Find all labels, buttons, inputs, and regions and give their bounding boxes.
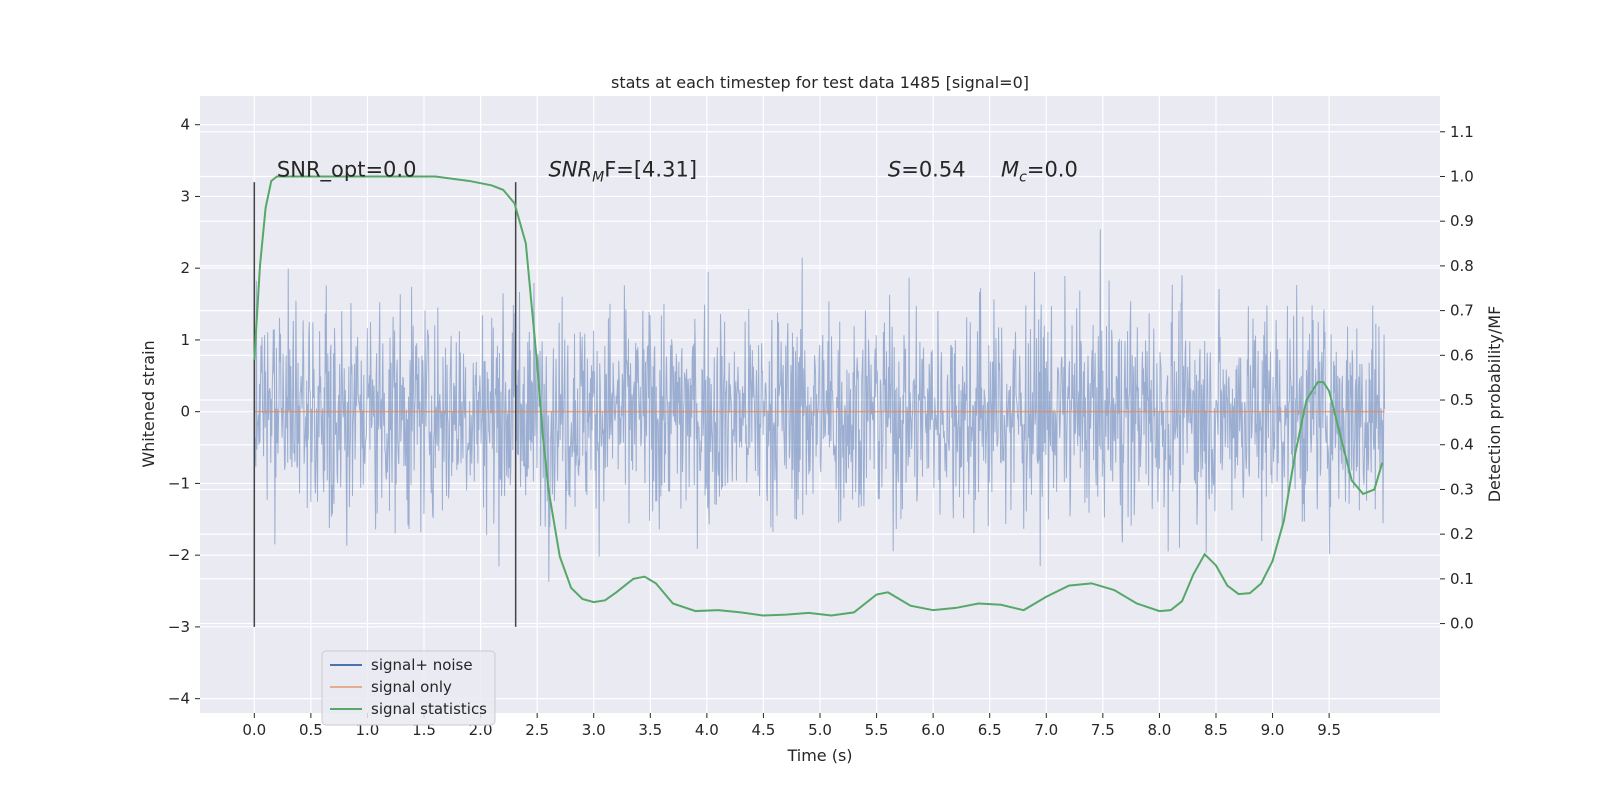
signal-plus-noise-line <box>253 229 1386 582</box>
y-right-tick-label: 0.5 <box>1450 391 1474 409</box>
y-right-tick-label: 0.1 <box>1450 570 1474 588</box>
annotation-3: Mc=0.0 <box>1001 157 1078 185</box>
y-left-tick-label: −4 <box>168 690 190 708</box>
x-tick-label: 4.0 <box>695 721 719 739</box>
y-axis-label-left: Whitened strain <box>139 340 158 467</box>
y-right-tick-label: 0.7 <box>1450 302 1474 320</box>
y-left-tick-label: 1 <box>180 331 190 349</box>
x-tick-label: 3.5 <box>638 721 662 739</box>
chart-title: stats at each timestep for test data 148… <box>611 73 1029 92</box>
legend-box <box>321 650 496 726</box>
x-tick-label: 6.0 <box>921 721 945 739</box>
y-left-tick-label: 4 <box>180 116 190 134</box>
legend-label-signal-plus-noise: signal+ noise <box>371 656 473 674</box>
y-left-tick-label: 0 <box>180 403 190 421</box>
x-tick-label: 0.5 <box>299 721 323 739</box>
y-right-tick-label: 0.2 <box>1450 525 1474 543</box>
y-left-tick-label: −2 <box>168 546 190 564</box>
y-left-tick-label: −3 <box>168 618 190 636</box>
x-tick-label: 6.5 <box>978 721 1002 739</box>
x-tick-label: 7.5 <box>1091 721 1115 739</box>
x-tick-label: 0.0 <box>242 721 266 739</box>
legend-label-signal-only: signal only <box>371 678 452 696</box>
x-tick-label: 3.0 <box>582 721 606 739</box>
y-left-tick-label: 3 <box>180 187 190 205</box>
x-tick-label: 5.5 <box>865 721 889 739</box>
y-right-tick-label: 0.6 <box>1450 346 1474 364</box>
annotation-1: SNRMF=[4.31] <box>548 157 697 185</box>
legend-label-signal-statistics: signal statistics <box>371 700 487 718</box>
y-right-tick-label: 0.0 <box>1450 615 1474 633</box>
series-signal-plus-noise <box>253 229 1386 582</box>
annotations: SNR_opt=0.0 SNRMF=[4.31] S=0.54 Mc=0.0 <box>277 157 1078 185</box>
y-right-tick-label: 0.8 <box>1450 257 1474 275</box>
x-tick-label: 2.5 <box>525 721 549 739</box>
x-tick-label: 8.5 <box>1204 721 1228 739</box>
x-tick-label: 9.5 <box>1317 721 1341 739</box>
y-left-tick-label: 2 <box>180 259 190 277</box>
legend: signal+ noise signal only signal statist… <box>321 650 496 726</box>
y-right-tick-label: 0.4 <box>1450 436 1474 454</box>
y-left-tick-label: −1 <box>168 474 190 492</box>
x-tick-label: 9.0 <box>1261 721 1285 739</box>
annotation-0: SNR_opt=0.0 <box>277 157 417 182</box>
x-tick-label: 5.0 <box>808 721 832 739</box>
tick-labels: 0.0 0.5 1.0 1.5 2.0 2.5 3.0 3.5 4.0 4.5 5.0 5.5 6.0 6… <box>168 116 1474 739</box>
y-right-tick-label: 1.0 <box>1450 167 1474 185</box>
signal-statistics-line <box>253 175 1384 617</box>
series-signal-statistics <box>253 175 1384 617</box>
y-right-tick-label: 1.1 <box>1450 123 1474 141</box>
x-tick-label: 4.5 <box>752 721 776 739</box>
x-tick-label: 7.0 <box>1034 721 1058 739</box>
y-right-tick-label: 0.3 <box>1450 480 1474 498</box>
y-axis-label-right: Detection probability/MF <box>1485 306 1504 503</box>
y-right-tick-label: 0.9 <box>1450 212 1474 230</box>
annotation-2: S=0.54 <box>888 157 966 181</box>
x-tick-label: 8.0 <box>1147 721 1171 739</box>
vertical-markers <box>253 182 517 627</box>
x-axis-label: Time (s) <box>786 746 852 765</box>
